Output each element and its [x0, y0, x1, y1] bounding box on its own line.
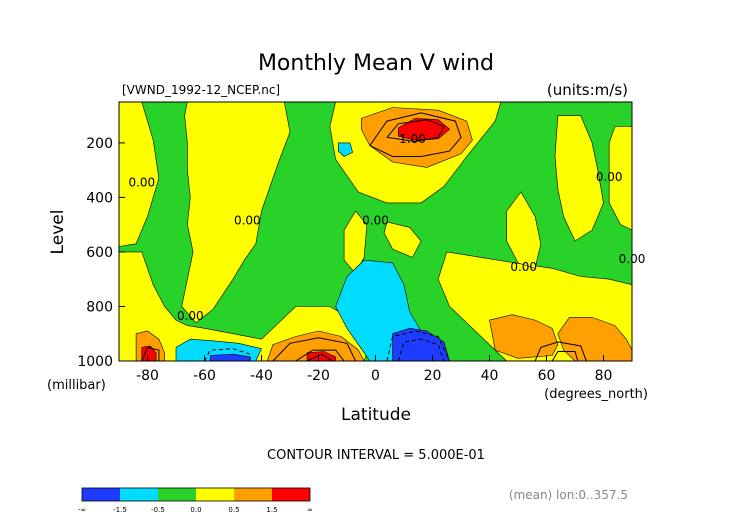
colorbar-label-4: 0.5	[228, 506, 239, 514]
colorbar-frame	[81, 487, 311, 502]
contour-fill-regions	[119, 102, 632, 361]
x-tick-label-1: -60	[193, 368, 216, 384]
colorbar-label-2: -0.5	[151, 506, 165, 514]
colorbar-label-0: -∞	[78, 506, 86, 514]
colorbar-label-3: 0.0	[190, 506, 201, 514]
contour-line-5	[141, 346, 160, 361]
contour-region-15	[392, 327, 450, 361]
contour-label-3: 0.00	[362, 214, 389, 228]
contour-line-6	[534, 341, 587, 361]
contour-region-20	[266, 330, 365, 361]
contour-line-4	[306, 353, 334, 361]
contour-line-0	[369, 112, 462, 157]
y-tick-label-1: 400	[86, 190, 113, 206]
colorbar-swatch-2	[158, 488, 196, 501]
negative-contour-line-2	[397, 338, 445, 361]
x-axis: -80 -60 -40 -20 0 20 40 60 80	[136, 355, 612, 384]
y-tick-label-4: 1000	[77, 354, 113, 370]
contour-interval-text: CONTOUR INTERVAL = 5.000E-01	[267, 448, 485, 463]
contour-region-2	[181, 102, 291, 324]
colorbar-swatch-3	[196, 488, 234, 501]
colorbar-swatch-4	[234, 488, 272, 501]
contour-region-10	[608, 126, 632, 231]
contour-line-2	[272, 337, 357, 361]
contour-label-1: 0.00	[128, 176, 155, 190]
contour-line-7	[551, 351, 579, 361]
x-tick-label-6: 40	[481, 368, 499, 384]
colorbar-swatch-5	[272, 488, 310, 501]
contour-label-0: 1.00	[399, 132, 426, 146]
contour-label-2: 0.00	[234, 214, 261, 228]
contour-label-4: 0.00	[596, 170, 623, 184]
contour-line-1	[386, 119, 445, 143]
contour-region-23	[557, 317, 632, 361]
contour-region-1	[119, 102, 160, 247]
x-axis-unit: (degrees_north)	[544, 387, 648, 402]
y-tick-label-2: 600	[86, 245, 113, 261]
contour-label-5: 0.00	[510, 260, 537, 274]
y-tick-label-3: 800	[86, 300, 113, 316]
contour-lines	[141, 112, 587, 361]
colorbar-label-1: -1.5	[113, 506, 127, 514]
contour-region-9	[554, 115, 604, 242]
colorbar-swatch-1	[120, 488, 158, 501]
x-tick-label-0: -80	[136, 368, 159, 384]
x-tick-label-4: 0	[371, 368, 380, 384]
contour-region-12	[338, 142, 354, 157]
contour-region-19	[141, 345, 157, 361]
file-label: [VWND_1992-12_NCEP.nc]	[122, 83, 280, 97]
y-axis: 200 400 600 800 1000	[77, 136, 125, 370]
chart-title: Monthly Mean V wind	[258, 51, 494, 76]
mean-text: (mean) lon:0..357.5	[509, 488, 628, 502]
x-tick-label-7: 60	[538, 368, 556, 384]
x-tick-label-3: -20	[307, 368, 330, 384]
contour-region-6	[383, 221, 422, 258]
y-axis-unit: (millibar)	[47, 378, 106, 393]
y-tick-label-0: 200	[86, 136, 113, 152]
x-tick-label-8: 80	[595, 368, 613, 384]
colorbar: -∞ -1.5 -0.5 0.0 0.5 1.5 ∞	[78, 487, 313, 514]
x-axis-title: Latitude	[341, 405, 411, 425]
contour-line-3	[295, 349, 345, 361]
contour-label-7: 0.00	[177, 309, 204, 323]
x-tick-label-2: -40	[250, 368, 273, 384]
units-label: (units:m/s)	[547, 81, 628, 99]
colorbar-swatch-0	[82, 488, 120, 501]
colorbar-label-6: ∞	[307, 506, 313, 514]
y-axis-title: Level	[48, 210, 68, 255]
negative-contour-line-0	[204, 348, 251, 361]
x-tick-label-5: 20	[424, 368, 442, 384]
negative-contour-line-1	[386, 330, 451, 361]
contour-region-8	[506, 191, 542, 269]
colorbar-label-5: 1.5	[266, 506, 277, 514]
